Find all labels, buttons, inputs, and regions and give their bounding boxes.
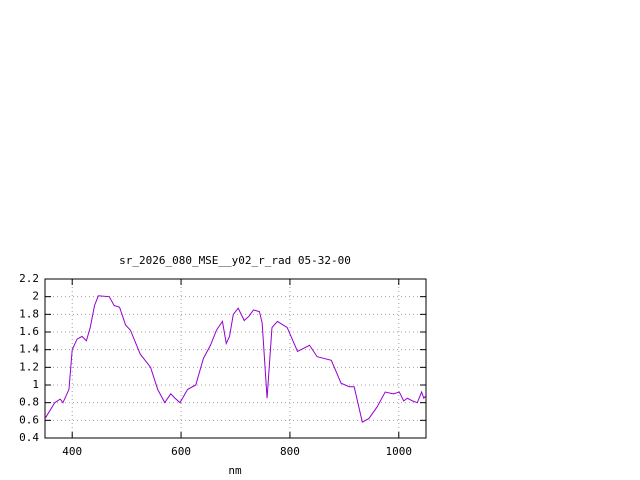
x-tick-label: 600 bbox=[171, 445, 191, 458]
plot-border bbox=[44, 278, 427, 439]
x-tick-label: 800 bbox=[280, 445, 300, 458]
y-tick-label: 1.8 bbox=[19, 307, 39, 320]
y-tick-label: 0.6 bbox=[19, 413, 39, 426]
y-tick-label: 1.2 bbox=[19, 360, 39, 373]
y-tick-label: 0.4 bbox=[19, 431, 39, 444]
data-line bbox=[44, 295, 427, 423]
y-tick-label: 1.6 bbox=[19, 325, 39, 338]
x-tick-label: 1000 bbox=[386, 445, 413, 458]
y-tick-label: 1 bbox=[32, 378, 39, 391]
chart-title: sr_2026_080_MSE__y02_r_rad 05-32-00 bbox=[119, 254, 351, 267]
y-tick-label: 0.8 bbox=[19, 396, 39, 409]
y-tick-label: 2 bbox=[32, 290, 39, 303]
x-axis-label: nm bbox=[228, 464, 242, 477]
y-tick-label: 1.4 bbox=[19, 343, 39, 356]
y-tick-label: 2.2 bbox=[19, 272, 39, 285]
x-tick-label: 400 bbox=[62, 445, 82, 458]
